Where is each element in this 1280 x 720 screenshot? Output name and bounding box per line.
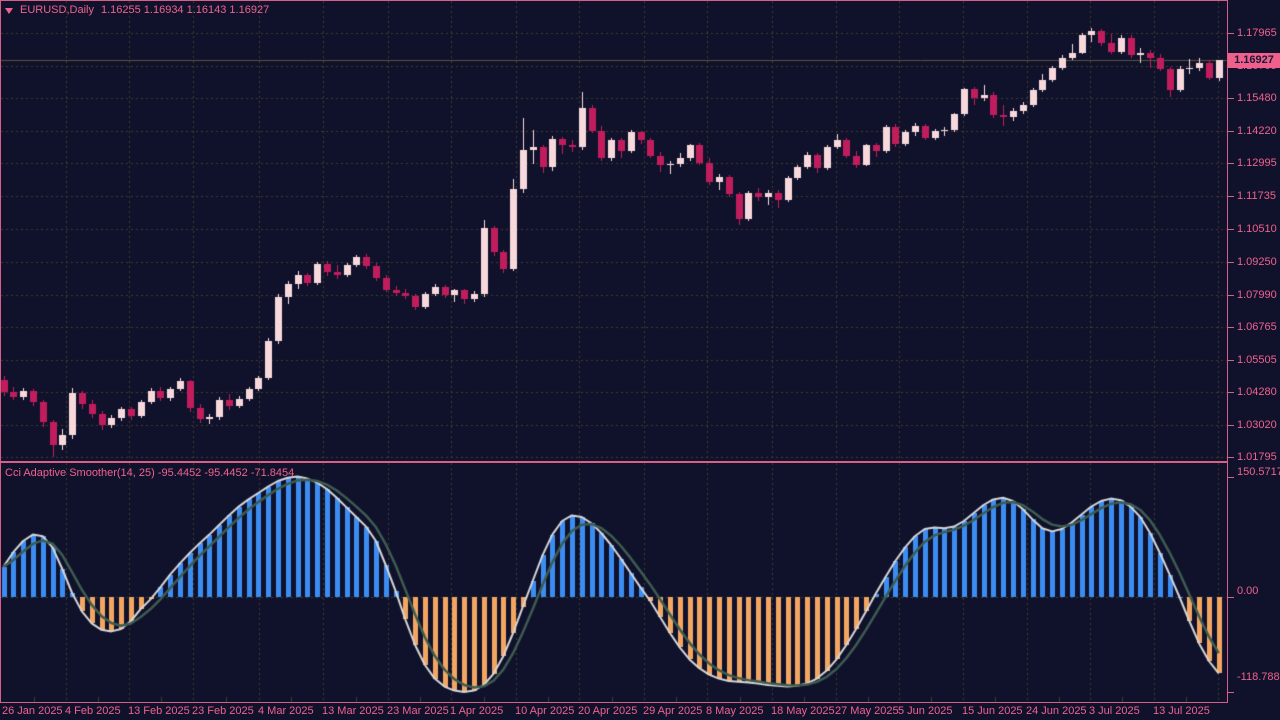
time-axis-label: 13 Feb 2025 [128, 705, 190, 717]
quote-ohlc-label: 1.16255 1.16934 1.16143 1.16927 [100, 4, 270, 16]
time-axis-label: 1 Apr 2025 [450, 705, 504, 717]
time-axis-label: 4 Mar 2025 [258, 705, 314, 717]
price-axis-tick [1227, 196, 1234, 197]
price-axis-label: 1.15480 [1237, 92, 1277, 104]
price-axis-label: 1.06765 [1237, 321, 1277, 333]
price-axis-label: 1.05505 [1237, 354, 1277, 366]
time-axis-label: 15 Jun 2025 [962, 705, 1023, 717]
indicator-axis-label: -118.7882 [1237, 671, 1280, 683]
time-axis-label: 5 Jun 2025 [898, 705, 953, 717]
time-axis-label: 13 Jul 2025 [1153, 705, 1210, 717]
price-axis-tick [1227, 360, 1234, 361]
price-axis-label: 1.01795 [1237, 451, 1277, 463]
indicator-name-label: Cci Adaptive Smoother(14, 25) [5, 467, 155, 479]
indicator-chart-canvas[interactable] [0, 462, 1228, 703]
indicator-values-label: -95.4452 -95.4452 -71.8454 [157, 467, 295, 479]
time-axis-label: 24 Jun 2025 [1026, 705, 1087, 717]
price-axis-label: 1.10510 [1237, 223, 1277, 235]
price-axis-tick [1227, 457, 1234, 458]
indicator-axis[interactable]: 150.5717 0.00 -118.7882 [1227, 462, 1280, 702]
time-axis-label: 10 Apr 2025 [515, 705, 575, 717]
price-axis-tick [1227, 295, 1234, 296]
price-axis-tick [1227, 392, 1234, 393]
time-axis-label: 3 Jul 2025 [1089, 705, 1140, 717]
price-axis-tick [1227, 163, 1234, 164]
indicator-title: Cci Adaptive Smoother(14, 25) -95.4452 -… [5, 467, 294, 479]
time-axis-label: 29 Apr 2025 [643, 705, 703, 717]
symbol-period-label: EURUSD,Daily [20, 4, 94, 16]
time-axis-label: 23 Feb 2025 [192, 705, 254, 717]
indicator-axis-tick [1227, 692, 1234, 693]
price-axis-label: 1.12995 [1237, 157, 1277, 169]
time-axis-label: 23 Mar 2025 [387, 705, 449, 717]
time-axis-label: 13 Mar 2025 [322, 705, 384, 717]
price-axis-label: 1.09250 [1237, 256, 1277, 268]
price-axis-tick [1227, 131, 1234, 132]
indicator-axis-tick [1227, 597, 1234, 598]
time-axis-label: 26 Jan 2025 [2, 705, 63, 717]
price-chart-canvas[interactable] [0, 0, 1228, 462]
indicator-axis-tick [1227, 477, 1234, 478]
symbol-dropdown-triangle-icon [5, 7, 13, 14]
current-price-badge: 1.16927 [1228, 53, 1280, 68]
time-axis-label: 27 May 2025 [835, 705, 899, 717]
time-axis-label: 20 Apr 2025 [578, 705, 638, 717]
price-axis-label: 1.04280 [1237, 386, 1277, 398]
time-axis-label: 8 May 2025 [706, 705, 764, 717]
price-axis-tick [1227, 425, 1234, 426]
time-axis[interactable]: 26 Jan 2025 4 Feb 2025 13 Feb 2025 23 Feb 2… [0, 703, 1280, 720]
time-axis-label: 18 May 2025 [771, 705, 835, 717]
chart-title: EURUSD,Daily 1.16255 1.16934 1.16143 1.1… [5, 4, 269, 16]
price-axis-label: 1.17965 [1237, 27, 1277, 39]
indicator-axis-label: 0.00 [1237, 585, 1259, 597]
price-axis-tick [1227, 327, 1234, 328]
price-axis-tick [1227, 229, 1234, 230]
price-axis-label: 1.07990 [1237, 289, 1277, 301]
price-axis-tick [1227, 33, 1234, 34]
price-axis[interactable]: 1.179651.167051.154801.142201.129951.117… [1227, 0, 1280, 463]
price-axis-label: 1.11735 [1237, 190, 1276, 202]
indicator-axis-label: 150.5717 [1237, 466, 1280, 478]
time-axis-label: 4 Feb 2025 [65, 705, 121, 717]
price-axis-label: 1.14220 [1237, 125, 1277, 137]
price-axis-label: 1.03020 [1237, 419, 1277, 431]
price-axis-tick [1227, 98, 1234, 99]
price-axis-tick [1227, 262, 1234, 263]
